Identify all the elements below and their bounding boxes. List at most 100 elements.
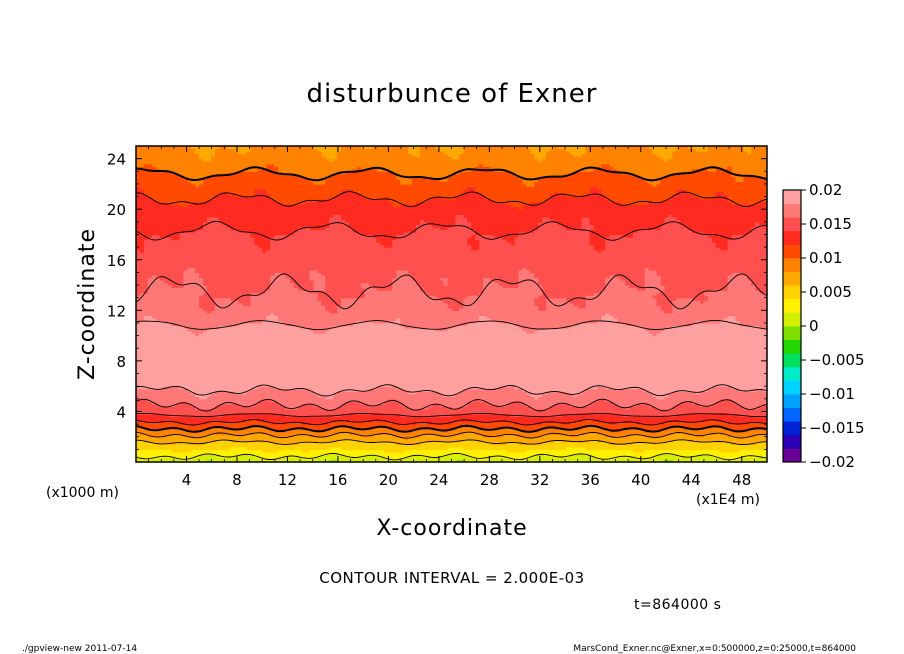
field-cell [345, 219, 421, 223]
field-cell [538, 279, 606, 284]
field-cell [522, 267, 528, 271]
y-tick-label: 20 [107, 201, 126, 219]
field-cell [467, 403, 496, 407]
field-cell [483, 282, 500, 286]
field-cell [388, 196, 433, 200]
field-cell [471, 247, 480, 251]
field-cell [699, 403, 713, 407]
field-cell [727, 239, 767, 243]
field-cell [483, 285, 504, 289]
field-cell [297, 173, 334, 177]
field-cell [597, 439, 673, 443]
colorbar-swatch [783, 326, 801, 340]
colorbar-swatch [783, 258, 801, 272]
field-cell [329, 421, 393, 425]
field-cell [617, 403, 638, 407]
field-cell [676, 413, 740, 418]
field-cell [605, 242, 717, 246]
colorbar-tick-label: 0.005 [809, 283, 852, 301]
field-cell [203, 282, 271, 286]
field-cell [396, 317, 401, 322]
field-cell [660, 290, 705, 294]
field-cell [270, 285, 295, 289]
field-cell [727, 242, 767, 246]
field-cell [309, 277, 326, 281]
field-cell [427, 292, 480, 296]
field-cell [522, 178, 539, 182]
field-cell [147, 194, 216, 198]
field-cell [313, 146, 342, 150]
field-cell [711, 403, 740, 407]
field-cell [656, 396, 666, 400]
field-cell [759, 201, 767, 205]
field-cell [337, 431, 350, 435]
field-cell [585, 297, 658, 301]
field-cell [589, 216, 666, 220]
field-cell [214, 151, 240, 155]
field-cell [136, 176, 184, 180]
field-cell [585, 194, 606, 198]
field-cell [561, 439, 591, 443]
field-cell [652, 148, 677, 152]
footer-right: MarsCond_Exner.nc@Exner,x=0:500000,z=0:2… [573, 644, 856, 654]
field-cell [581, 426, 602, 430]
field-cell [277, 456, 307, 461]
field-cell [518, 325, 571, 329]
field-cell [151, 234, 161, 238]
field-cell [660, 226, 689, 231]
field-cell [277, 315, 480, 319]
field-cell [179, 204, 188, 208]
field-cell [285, 421, 303, 425]
field-cell [739, 413, 767, 418]
field-cell [325, 330, 528, 334]
field-cell [356, 191, 464, 195]
field-cell [293, 231, 362, 236]
field-cell [136, 434, 149, 438]
field-cell [719, 449, 740, 453]
field-cell [136, 446, 232, 450]
field-cell [266, 163, 275, 167]
field-cell [585, 300, 658, 304]
field-cell [364, 295, 437, 299]
field-cell [605, 237, 713, 241]
field-cell [565, 391, 583, 395]
field-cell [617, 320, 697, 324]
field-cell [341, 188, 354, 193]
field-cell [313, 285, 326, 289]
field-cell [270, 287, 299, 291]
field-cell [151, 196, 216, 200]
field-cell [423, 219, 457, 223]
field-cell [609, 312, 767, 316]
field-cell [333, 214, 342, 218]
field-cell [136, 408, 767, 413]
field-cell [672, 302, 767, 306]
field-cell [136, 421, 180, 425]
field-cell [475, 166, 492, 170]
field-cell [526, 267, 646, 271]
field-cell [167, 434, 184, 438]
field-cell [707, 295, 767, 299]
field-cell [238, 403, 255, 407]
field-cell [668, 393, 767, 397]
field-cell [443, 300, 464, 304]
field-cell [569, 325, 642, 329]
field-cell [605, 196, 673, 200]
contour-line [136, 424, 767, 433]
field-cell [550, 406, 626, 410]
field-cell [136, 242, 145, 246]
field-cell [506, 403, 528, 407]
field-cell [333, 396, 535, 400]
field-cell [703, 426, 725, 430]
field-cell [325, 285, 362, 289]
field-cell [136, 431, 141, 435]
field-cell [230, 226, 299, 231]
field-cell [206, 216, 220, 220]
field-cell [136, 436, 405, 440]
field-cell [203, 279, 271, 284]
field-cell [136, 320, 141, 324]
colorbar-swatch [783, 380, 801, 395]
field-cell [337, 459, 457, 462]
field-cell [546, 151, 571, 155]
field-cell [597, 186, 767, 190]
field-cell [475, 231, 520, 236]
